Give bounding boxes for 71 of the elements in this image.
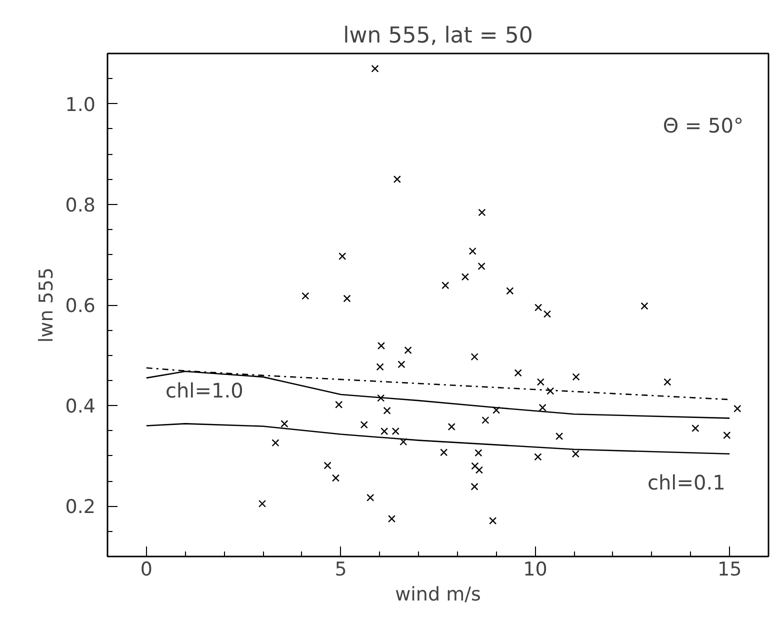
point <box>440 448 448 456</box>
x-tick-label: 0 <box>140 558 152 580</box>
x-tick-label: 10 <box>523 558 548 580</box>
point <box>506 287 514 295</box>
point <box>546 387 554 395</box>
point <box>442 282 450 290</box>
point <box>343 294 351 302</box>
point <box>471 462 479 470</box>
point <box>280 420 288 428</box>
point <box>324 462 332 470</box>
line-series <box>146 370 730 419</box>
point <box>383 406 391 414</box>
line-series <box>146 423 730 455</box>
point <box>478 208 486 216</box>
y-axis-title: lwn 555 <box>35 267 58 343</box>
y-tick-label: 0.6 <box>65 295 96 317</box>
point <box>692 424 700 432</box>
point <box>556 432 564 440</box>
point <box>404 346 412 354</box>
x-tick-label: 5 <box>334 558 347 580</box>
y-tick-label: 1.0 <box>65 94 96 116</box>
point <box>543 310 552 318</box>
point <box>538 404 546 412</box>
point <box>468 247 476 255</box>
point <box>572 373 580 381</box>
annotation: chl=0.1 <box>648 470 726 494</box>
point <box>366 494 374 502</box>
annotation: Θ = 50° <box>662 114 744 138</box>
point <box>360 420 368 428</box>
point <box>380 427 388 436</box>
point <box>482 416 490 424</box>
point <box>536 378 544 386</box>
point <box>392 427 400 436</box>
y-tick-label: 0.4 <box>65 396 96 418</box>
point <box>461 273 469 281</box>
point <box>534 453 542 461</box>
point <box>734 404 742 412</box>
point <box>470 353 478 361</box>
y-tick-label: 0.2 <box>65 496 96 518</box>
point <box>332 474 340 482</box>
point <box>272 439 280 447</box>
point <box>388 514 396 523</box>
point <box>514 369 522 377</box>
point <box>377 394 385 402</box>
point <box>338 252 346 260</box>
point <box>398 360 406 368</box>
point <box>534 304 542 312</box>
point <box>492 406 500 414</box>
point <box>371 64 379 72</box>
point <box>302 292 310 300</box>
point <box>474 449 482 457</box>
point <box>400 438 408 446</box>
point <box>258 500 266 508</box>
point <box>572 450 580 458</box>
point <box>723 431 731 440</box>
point <box>475 466 483 474</box>
point <box>335 400 343 408</box>
x-axis-title: wind m/s <box>395 584 481 606</box>
chart-title: lwn 555, lat = 50 <box>343 24 533 48</box>
point <box>640 302 648 310</box>
point <box>393 175 401 184</box>
point <box>470 482 478 490</box>
y-tick-label: 0.8 <box>65 194 96 216</box>
x-tick-label: 15 <box>718 558 742 580</box>
point <box>478 262 486 270</box>
annotation: chl=1.0 <box>166 378 244 402</box>
point <box>448 422 456 431</box>
point <box>376 363 384 371</box>
point <box>664 378 672 386</box>
point <box>377 342 386 350</box>
point <box>489 517 497 525</box>
